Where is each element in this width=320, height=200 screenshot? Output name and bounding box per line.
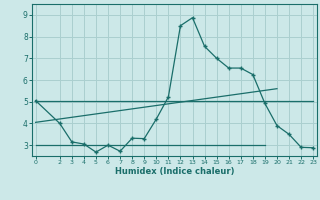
X-axis label: Humidex (Indice chaleur): Humidex (Indice chaleur): [115, 167, 234, 176]
